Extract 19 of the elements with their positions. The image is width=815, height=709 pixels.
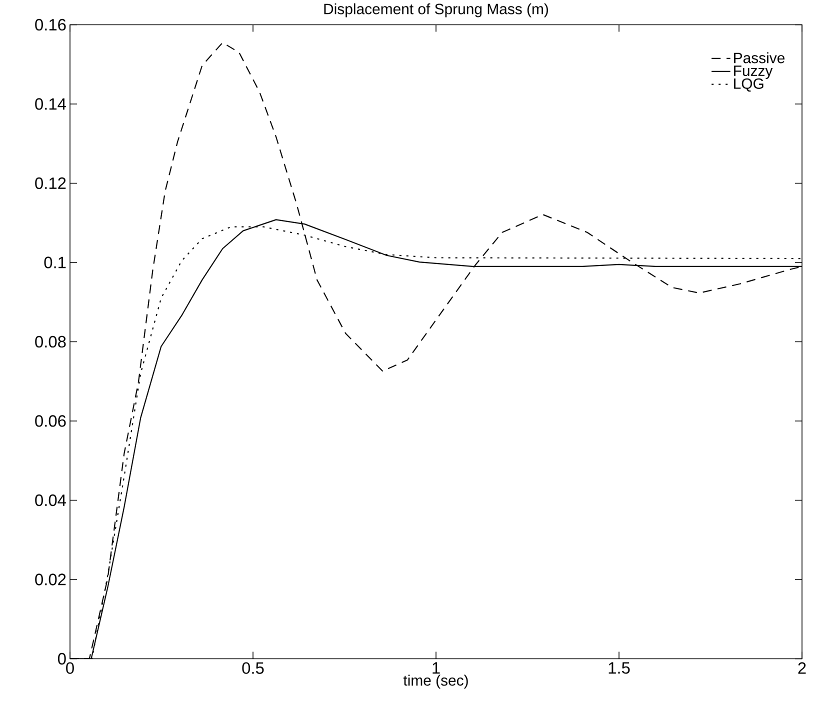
y-tick-label: 0.16 [35, 19, 66, 31]
x-tick-label: 0 [66, 662, 74, 674]
legend-label: Passive [734, 52, 784, 64]
x-tick-label: 0.5 [242, 662, 264, 674]
y-tick-label: 0.1 [44, 256, 66, 268]
chart-title: Displacement of Sprung Mass (m) [324, 3, 548, 18]
legend-label: LQG [734, 78, 764, 92]
legend-label: Fuzzy [734, 66, 773, 80]
x-tick-label: 2 [798, 662, 806, 674]
y-tick-label: 0.14 [35, 98, 66, 110]
y-tick-label: 0.02 [35, 574, 66, 586]
y-tick-label: 0.06 [35, 415, 66, 427]
y-tick-label: 0.08 [35, 336, 66, 348]
x-tick-label: 1 [432, 662, 440, 674]
x-axis-title: time (sec) [403, 674, 468, 689]
y-tick-label: 0.12 [35, 178, 66, 190]
y-tick-label: 0.04 [35, 494, 66, 506]
y-tick-label: 0 [58, 653, 66, 665]
x-tick-label: 1.5 [608, 662, 630, 674]
